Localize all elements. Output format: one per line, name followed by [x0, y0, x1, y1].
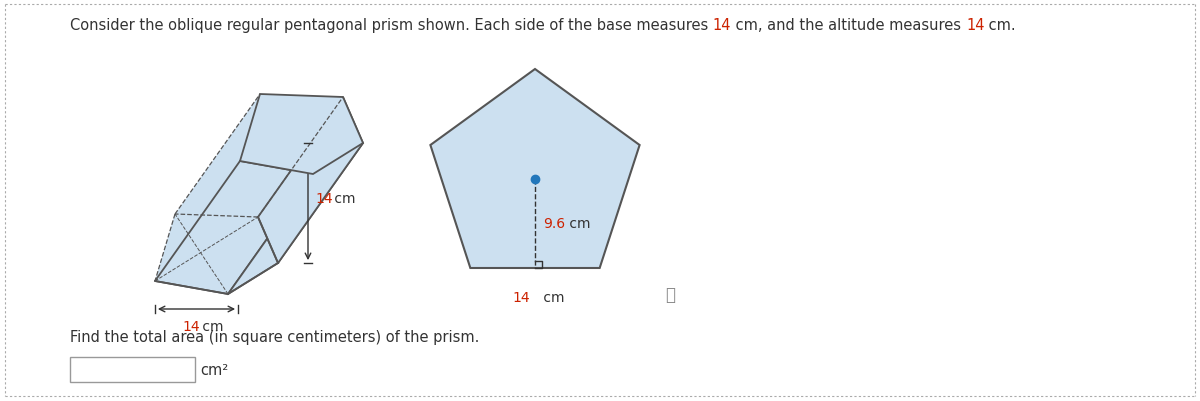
Text: 14: 14 [713, 18, 731, 33]
Text: 14: 14 [512, 290, 530, 304]
Polygon shape [228, 144, 364, 294]
Polygon shape [155, 95, 260, 281]
Text: 14: 14 [966, 18, 984, 33]
Polygon shape [240, 95, 364, 174]
Text: cm: cm [198, 319, 224, 333]
Text: cm: cm [539, 290, 564, 304]
Text: ⓘ: ⓘ [665, 285, 674, 303]
Polygon shape [258, 98, 364, 263]
FancyBboxPatch shape [70, 357, 194, 382]
Text: Find the total area (in square centimeters) of the prism.: Find the total area (in square centimete… [70, 329, 479, 344]
Text: 14: 14 [182, 319, 200, 333]
Text: Consider the oblique regular pentagonal prism shown. Each side of the base measu: Consider the oblique regular pentagonal … [70, 18, 713, 33]
Polygon shape [155, 215, 278, 294]
Text: cm.: cm. [984, 18, 1016, 33]
Text: cm²: cm² [200, 362, 228, 377]
Text: cm, and the altitude measures: cm, and the altitude measures [731, 18, 966, 33]
Text: 9.6: 9.6 [542, 217, 565, 231]
Text: 14: 14 [314, 192, 332, 205]
Text: cm: cm [330, 192, 355, 205]
Text: cm: cm [565, 217, 590, 231]
Polygon shape [155, 162, 313, 294]
Polygon shape [431, 70, 640, 268]
